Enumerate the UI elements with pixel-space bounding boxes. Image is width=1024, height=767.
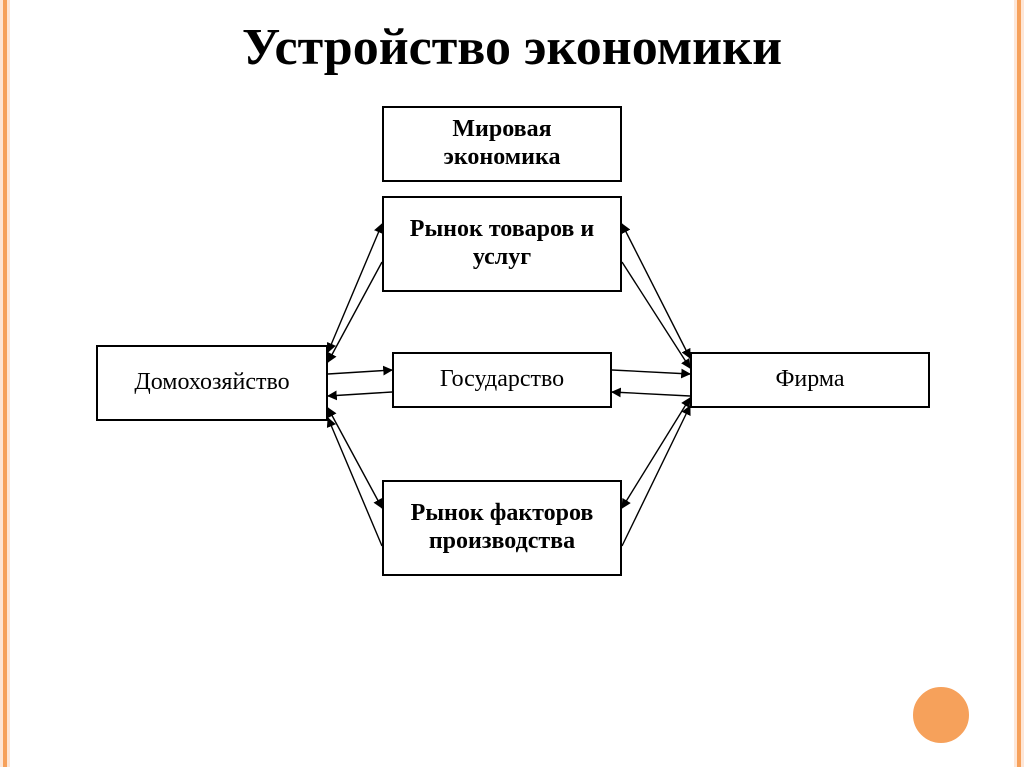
node-label: Рынок товаров и услуг (392, 216, 612, 271)
node-label: Рынок факторов производства (392, 500, 612, 555)
node-goods-market: Рынок товаров и услуг (382, 196, 622, 292)
node-label: Фирма (775, 366, 844, 394)
node-label: Домохозяйство (134, 369, 289, 397)
node-firm: Фирма (690, 352, 930, 408)
side-accent-left (0, 0, 10, 767)
accent-circle-icon (910, 684, 972, 746)
side-accent-right (1014, 0, 1024, 767)
page-title: Устройство экономики (0, 18, 1024, 77)
side-accent-inner (3, 0, 7, 767)
side-accent-inner (1017, 0, 1021, 767)
node-label: Государство (440, 366, 564, 394)
node-factors-market: Рынок факторов производства (382, 480, 622, 576)
node-household: Домохозяйство (96, 345, 328, 421)
node-label: Мировая экономика (392, 116, 612, 171)
node-state: Государство (392, 352, 612, 408)
node-world-economy: Мировая экономика (382, 106, 622, 182)
